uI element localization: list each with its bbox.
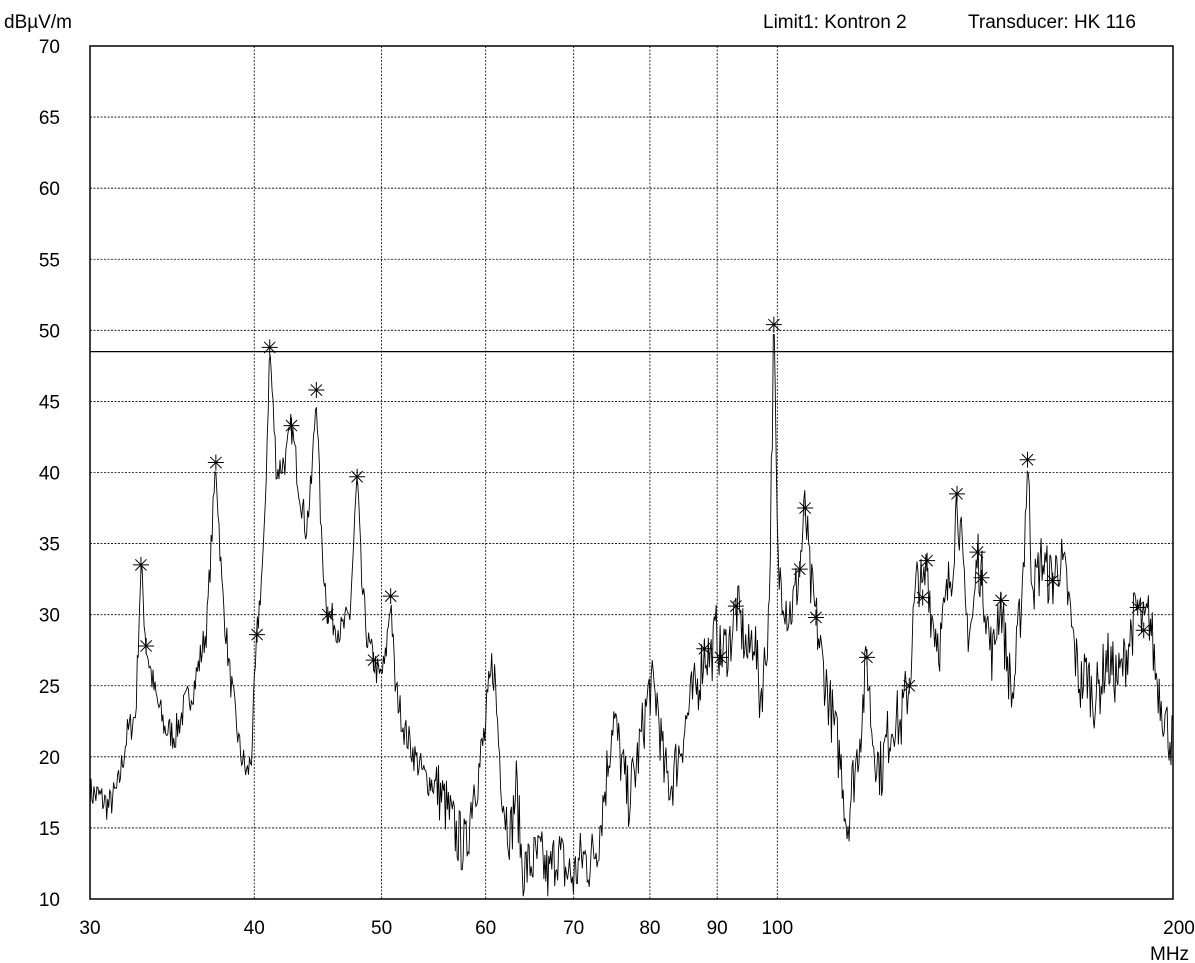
marker-stroke xyxy=(767,318,780,331)
x-tick-label: 80 xyxy=(639,918,660,939)
y-tick-label: 30 xyxy=(39,606,60,627)
marker-stroke xyxy=(263,341,276,354)
x-tick-label: 100 xyxy=(761,918,793,939)
marker-stroke xyxy=(134,558,147,571)
marker-stroke xyxy=(1046,574,1059,587)
marker-stroke xyxy=(1021,453,1034,466)
x-tick-label: 40 xyxy=(244,918,265,939)
peak-marker xyxy=(696,640,713,657)
x-tick-label: 30 xyxy=(79,918,100,939)
marker-stroke xyxy=(799,502,812,514)
peak-marker xyxy=(308,382,325,399)
marker-stroke xyxy=(140,639,153,652)
x-tick-label: 90 xyxy=(707,918,728,939)
y-tick-label: 70 xyxy=(39,37,60,58)
y-tick-label: 35 xyxy=(39,535,60,556)
marker-stroke xyxy=(729,600,742,613)
marker-stroke xyxy=(903,679,916,692)
peak-marker xyxy=(138,637,155,654)
marker-stroke xyxy=(951,487,963,500)
trace xyxy=(89,334,1174,897)
y-tick-label: 45 xyxy=(39,392,60,413)
marker-stroke xyxy=(916,591,929,604)
peak-marker xyxy=(283,417,300,434)
marker-stroke xyxy=(1137,624,1150,637)
peak-marker xyxy=(791,561,808,578)
y-tick-label: 10 xyxy=(39,890,60,911)
peak-marker xyxy=(765,316,782,333)
y-tick-label: 15 xyxy=(39,819,60,840)
peak-marker xyxy=(319,606,336,623)
marker-stroke xyxy=(251,628,264,641)
marker-stroke xyxy=(351,470,364,483)
peak-marker xyxy=(207,454,224,471)
x-unit-label: MHz xyxy=(1150,944,1189,963)
marker-stroke xyxy=(860,651,873,664)
marker-stroke xyxy=(975,571,988,584)
x-tick-label: 60 xyxy=(475,918,496,939)
peak-marker xyxy=(807,609,824,626)
peak-marker xyxy=(1135,622,1152,639)
tick-labels: 10 15 20 25 30 35 40 45 50 55 60 65 70 30 40 50 60 70 80 90… xyxy=(39,37,1195,939)
peak-marker xyxy=(261,339,278,356)
peak-marker xyxy=(1019,451,1036,468)
y-tick-label: 60 xyxy=(39,179,60,200)
peak-marker xyxy=(1129,599,1146,616)
y-tick-label: 40 xyxy=(39,464,60,485)
y-unit-label: dBµV/m xyxy=(4,12,72,33)
peak-markers xyxy=(132,316,1152,694)
peak-marker xyxy=(249,626,266,643)
marker-stroke xyxy=(809,611,822,624)
y-tick-label: 25 xyxy=(39,677,60,698)
x-tick-label: 70 xyxy=(563,918,584,939)
peak-marker xyxy=(973,569,990,586)
marker-stroke xyxy=(793,563,806,576)
peak-marker xyxy=(919,552,936,569)
marker-stroke xyxy=(921,554,934,567)
y-tick-label: 50 xyxy=(39,321,60,342)
marker-stroke xyxy=(384,590,397,603)
peak-marker xyxy=(797,500,814,517)
plot-frame xyxy=(89,45,1174,900)
marker-stroke xyxy=(367,654,380,667)
marker-stroke xyxy=(698,642,711,655)
marker-stroke xyxy=(310,384,323,396)
transducer-label: Transducer: HK 116 xyxy=(968,12,1136,33)
peak-marker xyxy=(349,468,366,485)
peak-marker xyxy=(969,544,986,561)
peak-marker xyxy=(382,588,399,605)
spectrum-trace xyxy=(89,334,1174,897)
peak-marker xyxy=(712,649,729,666)
peak-marker xyxy=(365,652,382,669)
peak-marker xyxy=(858,649,875,666)
limit-label: Limit1: Kontron 2 xyxy=(763,12,907,33)
peak-marker xyxy=(901,677,918,694)
peak-marker xyxy=(132,556,149,573)
marker-stroke xyxy=(714,651,727,664)
peak-marker xyxy=(1044,572,1061,589)
y-tick-label: 65 xyxy=(39,108,60,129)
marker-stroke xyxy=(995,594,1008,607)
marker-stroke xyxy=(1131,601,1144,614)
y-tick-label: 20 xyxy=(39,748,60,769)
peak-marker xyxy=(914,589,931,606)
marker-stroke xyxy=(321,608,334,621)
x-tick-label: 200 xyxy=(1163,918,1195,939)
peak-marker xyxy=(949,485,966,502)
marker-stroke xyxy=(285,419,298,432)
grid xyxy=(90,46,1173,899)
y-tick-label: 55 xyxy=(39,250,60,271)
marker-stroke xyxy=(971,546,984,559)
marker-stroke xyxy=(209,456,222,469)
peak-marker xyxy=(727,598,744,615)
x-tick-label: 50 xyxy=(371,918,392,939)
peak-marker xyxy=(993,592,1010,609)
